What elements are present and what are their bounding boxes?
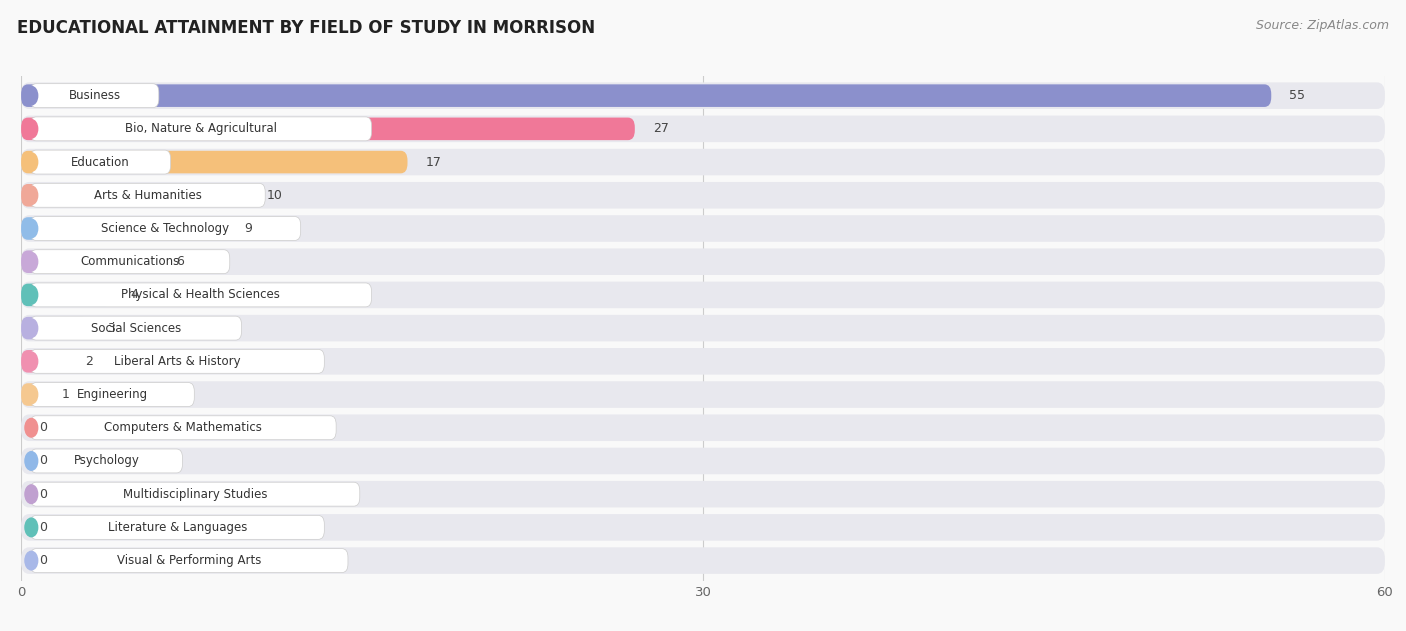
FancyBboxPatch shape (21, 217, 225, 240)
Text: 27: 27 (652, 122, 669, 136)
FancyBboxPatch shape (21, 547, 1385, 574)
Text: 0: 0 (39, 521, 48, 534)
FancyBboxPatch shape (30, 316, 242, 340)
Text: Business: Business (69, 89, 121, 102)
FancyBboxPatch shape (21, 381, 1385, 408)
FancyBboxPatch shape (21, 348, 1385, 375)
FancyBboxPatch shape (21, 317, 90, 339)
FancyBboxPatch shape (21, 383, 44, 406)
Text: Social Sciences: Social Sciences (91, 322, 181, 334)
Circle shape (25, 219, 38, 238)
Text: Science & Technology: Science & Technology (101, 222, 229, 235)
FancyBboxPatch shape (30, 449, 183, 473)
FancyBboxPatch shape (30, 250, 229, 274)
Circle shape (25, 352, 38, 370)
FancyBboxPatch shape (21, 83, 1385, 109)
Text: Communications: Communications (80, 255, 180, 268)
Text: Psychology: Psychology (73, 454, 139, 468)
FancyBboxPatch shape (30, 216, 301, 240)
Text: 55: 55 (1289, 89, 1305, 102)
FancyBboxPatch shape (21, 283, 112, 306)
FancyBboxPatch shape (30, 416, 336, 440)
FancyBboxPatch shape (21, 350, 66, 373)
FancyBboxPatch shape (21, 447, 1385, 475)
FancyBboxPatch shape (21, 85, 1271, 107)
FancyBboxPatch shape (21, 182, 1385, 209)
Circle shape (25, 86, 38, 105)
FancyBboxPatch shape (30, 184, 266, 207)
Circle shape (25, 518, 38, 537)
Circle shape (25, 418, 38, 437)
FancyBboxPatch shape (30, 482, 360, 506)
Text: Source: ZipAtlas.com: Source: ZipAtlas.com (1256, 19, 1389, 32)
Text: Visual & Performing Arts: Visual & Performing Arts (117, 554, 262, 567)
FancyBboxPatch shape (21, 315, 1385, 341)
Circle shape (25, 153, 38, 172)
Text: Multidisciplinary Studies: Multidisciplinary Studies (122, 488, 267, 500)
FancyBboxPatch shape (21, 184, 249, 206)
FancyBboxPatch shape (21, 149, 1385, 175)
Circle shape (25, 551, 38, 570)
Text: Liberal Arts & History: Liberal Arts & History (114, 355, 240, 368)
FancyBboxPatch shape (30, 150, 170, 174)
FancyBboxPatch shape (21, 281, 1385, 308)
Text: 0: 0 (39, 554, 48, 567)
Circle shape (25, 386, 38, 404)
Text: Physical & Health Sciences: Physical & Health Sciences (121, 288, 280, 302)
Text: 0: 0 (39, 422, 48, 434)
FancyBboxPatch shape (21, 117, 636, 140)
Text: Arts & Humanities: Arts & Humanities (94, 189, 201, 202)
FancyBboxPatch shape (30, 382, 194, 406)
Text: 0: 0 (39, 454, 48, 468)
Text: EDUCATIONAL ATTAINMENT BY FIELD OF STUDY IN MORRISON: EDUCATIONAL ATTAINMENT BY FIELD OF STUDY… (17, 19, 595, 37)
FancyBboxPatch shape (21, 415, 1385, 441)
Text: 6: 6 (176, 255, 184, 268)
FancyBboxPatch shape (21, 215, 1385, 242)
FancyBboxPatch shape (21, 251, 157, 273)
FancyBboxPatch shape (30, 516, 325, 540)
Text: 10: 10 (267, 189, 283, 202)
Circle shape (25, 252, 38, 271)
Text: Education: Education (72, 156, 129, 168)
FancyBboxPatch shape (21, 249, 1385, 275)
FancyBboxPatch shape (30, 350, 325, 374)
Circle shape (25, 319, 38, 338)
Circle shape (25, 186, 38, 204)
Text: 17: 17 (426, 156, 441, 168)
FancyBboxPatch shape (21, 151, 408, 174)
Circle shape (25, 119, 38, 138)
Text: Computers & Mathematics: Computers & Mathematics (104, 422, 262, 434)
Text: 0: 0 (39, 488, 48, 500)
FancyBboxPatch shape (21, 481, 1385, 507)
Circle shape (25, 485, 38, 504)
FancyBboxPatch shape (30, 117, 371, 141)
Text: 2: 2 (84, 355, 93, 368)
Text: 9: 9 (243, 222, 252, 235)
Text: Bio, Nature & Agricultural: Bio, Nature & Agricultural (125, 122, 277, 136)
FancyBboxPatch shape (21, 514, 1385, 541)
Text: Engineering: Engineering (77, 388, 148, 401)
Circle shape (25, 286, 38, 304)
FancyBboxPatch shape (30, 84, 159, 108)
Text: 4: 4 (131, 288, 138, 302)
Text: 3: 3 (107, 322, 115, 334)
Text: 1: 1 (62, 388, 70, 401)
FancyBboxPatch shape (21, 115, 1385, 142)
Text: Literature & Languages: Literature & Languages (108, 521, 247, 534)
Circle shape (25, 452, 38, 470)
FancyBboxPatch shape (30, 548, 347, 572)
FancyBboxPatch shape (30, 283, 371, 307)
